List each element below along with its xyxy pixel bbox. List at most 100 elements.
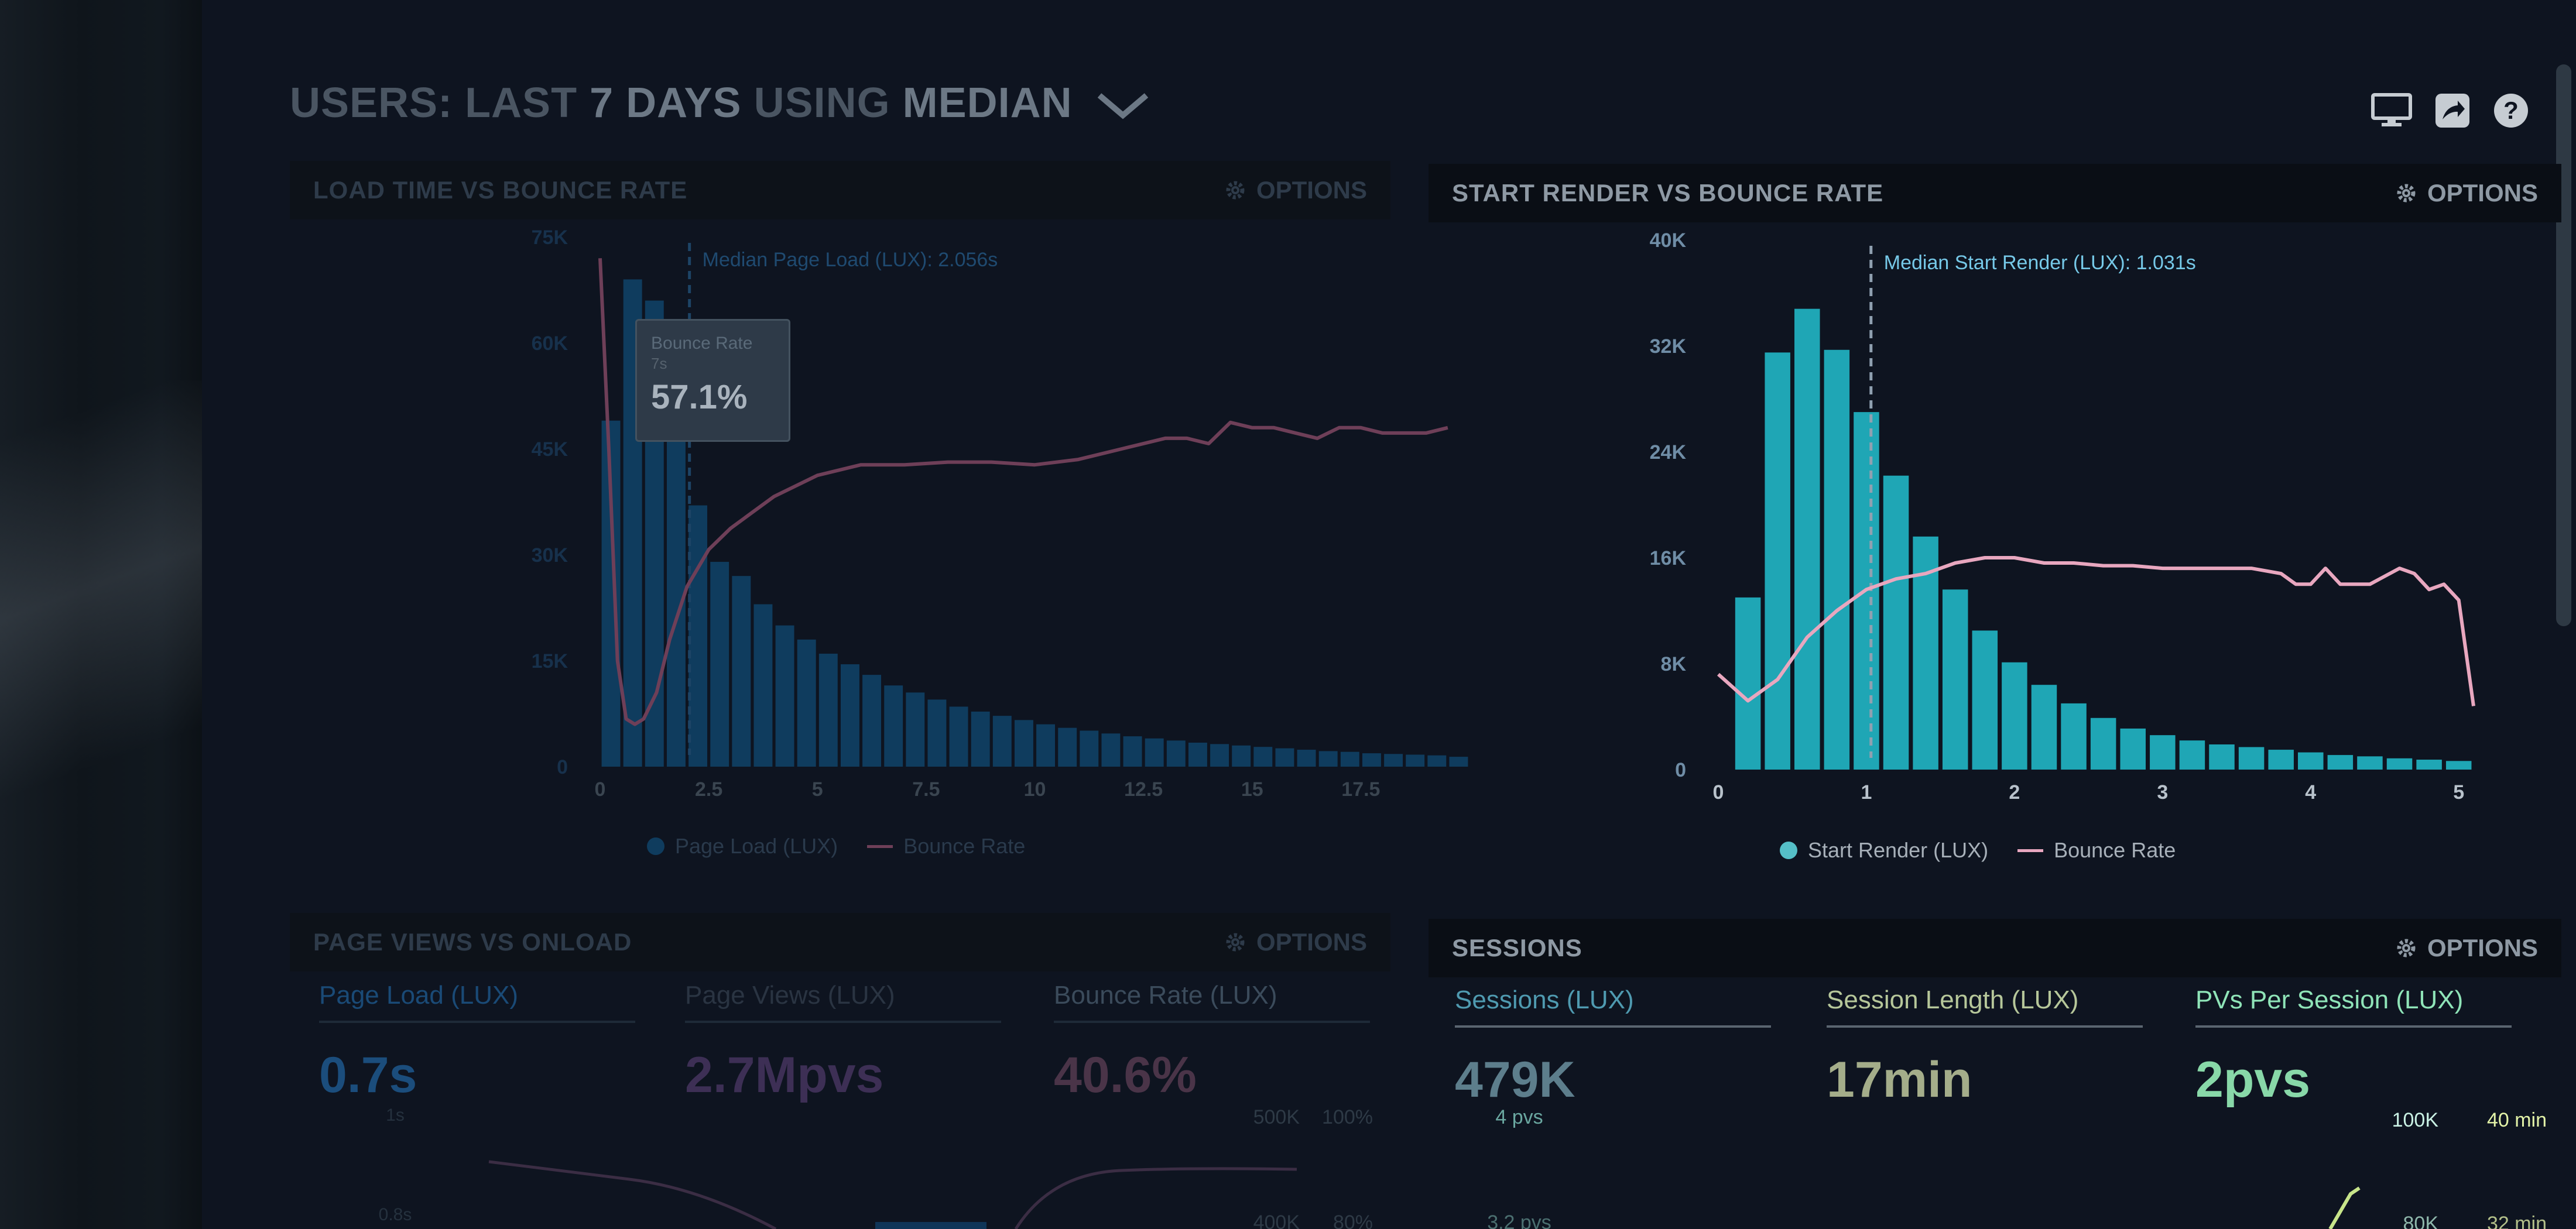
metric-label: Session Length (LUX)	[1827, 986, 2143, 1028]
panel-start-render: START RENDER VS BOUNCE RATE OPTIONS	[1429, 164, 2561, 895]
histogram-bar	[688, 505, 708, 767]
histogram-bar	[1210, 744, 1229, 767]
x-tick-label: 17.5	[1341, 778, 1380, 801]
glare	[0, 380, 202, 907]
options-button[interactable]: OPTIONS	[2395, 934, 2538, 962]
metric-label: Page Load (LUX)	[319, 981, 635, 1023]
axis-label: 500K	[1253, 1106, 1300, 1128]
title-days: 7 DAYS	[590, 80, 742, 126]
chart-tooltip: Bounce Rate 7s 57.1%	[635, 319, 790, 442]
monitor-icon[interactable]	[2371, 93, 2412, 128]
histogram-bar	[949, 706, 968, 767]
y-tick-label: 30K	[532, 544, 568, 567]
x-tick-label: 0	[1713, 781, 1724, 804]
gear-icon	[1226, 933, 1245, 952]
histogram-bar	[884, 685, 903, 767]
trend-line	[488, 1160, 777, 1229]
legend-bar-label[interactable]: Page Load (LUX)	[675, 834, 838, 858]
histogram-bar	[2120, 728, 2146, 770]
panel-sessions: SESSIONS OPTIONS	[1429, 919, 2561, 1229]
toolbar-icons: ?	[2371, 92, 2529, 129]
legend-line-label[interactable]: Bounce Rate	[903, 834, 1026, 858]
histogram-bar	[1188, 742, 1207, 767]
panel-header: SESSIONS OPTIONS	[1429, 919, 2561, 977]
options-label: OPTIONS	[1256, 176, 1367, 204]
x-tick-label: 5	[812, 778, 823, 801]
histogram-bar	[2209, 744, 2235, 770]
histogram-bar	[2031, 685, 2057, 770]
options-label: OPTIONS	[2427, 179, 2538, 207]
panel-title: START RENDER VS BOUNCE RATE	[1452, 179, 1884, 207]
histogram-bar	[992, 716, 1012, 767]
help-icon[interactable]: ?	[2493, 92, 2529, 129]
histogram-bar	[2416, 760, 2442, 770]
histogram-bar	[797, 639, 816, 767]
y-tick-label: 32K	[1650, 335, 1687, 358]
histogram-bar	[1427, 755, 1447, 767]
histogram-bar	[1058, 727, 1077, 767]
metric-value: 2.7Mpvs	[685, 1047, 884, 1103]
scrollbar[interactable]	[2556, 64, 2571, 626]
histogram-bar	[2179, 740, 2205, 770]
histogram-bar	[1794, 308, 1820, 770]
bounce-rate-line	[1717, 556, 2475, 706]
chart-legend: Page Load (LUX) Bounce Rate	[647, 834, 1025, 859]
histogram-bar	[753, 604, 773, 767]
legend-bar-label[interactable]: Start Render (LUX)	[1808, 838, 1989, 862]
histogram-bar	[2150, 735, 2176, 770]
title-last: LAST	[465, 80, 578, 126]
histogram-bar	[1166, 740, 1186, 767]
axis-label: 40 min	[2487, 1109, 2547, 1131]
x-tick-label: 5	[2453, 781, 2464, 804]
options-button[interactable]: OPTIONS	[2395, 179, 2538, 207]
metric-value: 40.6%	[1054, 1047, 1197, 1103]
histogram-bar	[1123, 736, 1142, 767]
axis-label: 3.2 pvs	[1487, 1211, 1551, 1229]
y2-tick-label: 100 %	[2575, 229, 2576, 252]
dashboard-screen: USERS: LAST 7 DAYS USING MEDIAN ? LOAD T…	[202, 0, 2576, 1229]
x-tick-label: 7.5	[912, 778, 940, 801]
histogram-bar	[2002, 662, 2027, 770]
page-title[interactable]: USERS: LAST 7 DAYS USING MEDIAN	[290, 79, 1149, 130]
histogram-bar	[2090, 718, 2116, 770]
x-tick-label: 1	[1861, 781, 1872, 804]
axis-label: 0.8s	[379, 1205, 412, 1224]
panel-header: PAGE VIEWS VS ONLOAD OPTIONS	[290, 913, 1390, 971]
legend-swatch-line	[2017, 849, 2044, 852]
y-tick-label: 60K	[532, 332, 568, 355]
histogram-bar	[1145, 738, 1164, 767]
x-tick-label: 0	[595, 778, 606, 801]
histogram-bar	[1406, 754, 1425, 767]
y-tick-label: 0	[1675, 759, 1686, 781]
options-button[interactable]: OPTIONS	[1224, 176, 1367, 204]
histogram-bar	[1014, 720, 1033, 767]
legend-line-label[interactable]: Bounce Rate	[2054, 838, 2176, 862]
histogram-bar	[732, 576, 751, 767]
histogram-bar	[840, 664, 859, 767]
median-label: Median Page Load (LUX): 2.056s	[703, 249, 998, 271]
histogram-bar	[1253, 747, 1273, 767]
metric-value: 479K	[1455, 1052, 1575, 1108]
metric-label: Sessions (LUX)	[1455, 986, 1771, 1028]
y-tick-label: 45K	[532, 438, 568, 461]
title-using: USING	[753, 80, 890, 126]
histogram-bar	[1318, 751, 1338, 767]
metric-label: PVs Per Session (LUX)	[2195, 986, 2512, 1028]
histogram-bar	[971, 711, 990, 767]
histogram-bar	[1735, 597, 1761, 770]
chevron-down-icon[interactable]	[1097, 82, 1149, 130]
axis-label: 4 pvs	[1495, 1106, 1543, 1128]
y-tick-label: 16K	[1650, 547, 1687, 569]
options-label: OPTIONS	[2427, 934, 2538, 962]
histogram-bar	[1036, 724, 1056, 767]
x-tick-label: 2	[2009, 781, 2020, 804]
y-tick-label: 24K	[1650, 441, 1687, 464]
metric-value: 0.7s	[319, 1047, 417, 1103]
y-tick-label: 75K	[532, 226, 568, 249]
median-label: Median Start Render (LUX): 1.031s	[1884, 252, 2196, 274]
axis-label: 1s	[386, 1106, 405, 1125]
histogram-bar	[1824, 349, 1850, 770]
share-icon[interactable]	[2434, 92, 2471, 129]
options-button[interactable]: OPTIONS	[1224, 928, 1367, 956]
histogram-bar	[818, 653, 838, 767]
